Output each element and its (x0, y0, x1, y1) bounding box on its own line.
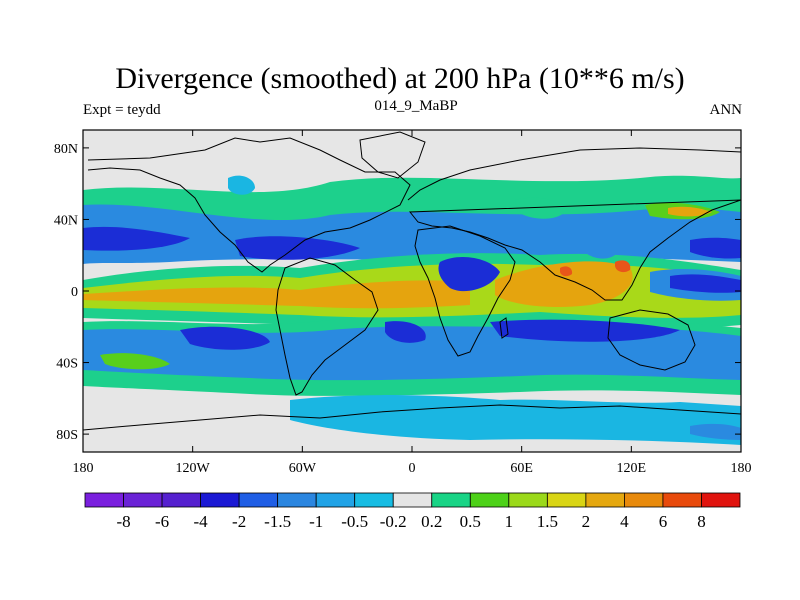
colorbar-label: -1 (309, 512, 323, 531)
field-spot-north-pacific-orange (668, 206, 712, 217)
colorbar-label: 8 (697, 512, 706, 531)
colorbar-label: -1.5 (264, 512, 291, 531)
colorbar-label: 1.5 (537, 512, 558, 531)
field-core-south-indian-darkblue (490, 319, 680, 342)
lat-tick-label: 80S (56, 428, 78, 443)
experiment-label: Expt = teydd (83, 102, 161, 118)
colorbar-swatch (392, 492, 433, 508)
field-band-subpolar-cyan (290, 395, 741, 445)
coast-africa (414, 225, 516, 357)
lat-tick-label: 0 (71, 285, 78, 300)
lat-tick-label: 40N (54, 213, 78, 228)
colorbar-swatch (585, 492, 625, 508)
field-core-south-pacific-darkblue (180, 326, 270, 350)
field-spot-east-asia-green (515, 197, 565, 219)
colorbar-label: 0.5 (460, 512, 481, 531)
field-spot-asia-blue (580, 236, 615, 259)
colorbar-swatch (200, 492, 240, 508)
field-spot-asia-red (560, 266, 573, 277)
colorbar-swatch (624, 492, 664, 508)
field-core-south-atlantic-darkblue (385, 321, 426, 343)
colorbar-swatch (508, 492, 548, 508)
colorbar-swatch (431, 492, 471, 508)
colorbar-label: 4 (620, 512, 629, 531)
colorbar-swatch (315, 492, 356, 508)
field-core-north-eastpacific (690, 237, 741, 259)
coast-south-america (275, 257, 379, 396)
coast-north-america (87, 137, 411, 273)
colorbar-swatch (354, 492, 394, 508)
colorbar-label: -6 (155, 512, 169, 531)
latitude-axis: 80N 40N 0 40S 80S (54, 142, 741, 443)
colorbar-swatch (123, 492, 163, 508)
lon-tick-label: 60E (510, 461, 533, 476)
field-spot-south-pacific-lime (100, 353, 170, 370)
coast-antarctica (83, 404, 741, 431)
lon-tick-label: 0 (409, 461, 416, 476)
lon-tick-label: 60W (289, 461, 317, 476)
coast-greenland (359, 131, 426, 179)
coast-madagascar (499, 317, 509, 339)
lon-tick-label: 180 (731, 461, 752, 476)
colorbar-label: -0.2 (380, 512, 407, 531)
colorbar-label: 1 (505, 512, 514, 531)
colorbar-swatch (238, 492, 279, 508)
colorbar-swatch (277, 492, 317, 508)
colorbar-label: -0.5 (341, 512, 368, 531)
season-label: ANN (709, 102, 743, 118)
colorbar-swatch (161, 492, 201, 508)
lat-tick-label: 40S (56, 357, 78, 372)
colorbar-label: -8 (116, 512, 130, 531)
coast-australia (607, 309, 696, 371)
field-core-north-america (235, 236, 360, 260)
coastlines (83, 131, 741, 431)
plot-title: Divergence (smoothed) at 200 hPa (10**6 … (115, 62, 685, 95)
period-label: 014_9_MaBP (374, 98, 458, 114)
colorbar-label: 6 (659, 512, 668, 531)
divergence-field (83, 130, 741, 452)
lon-tick-label: 120E (617, 461, 647, 476)
colorbar-label: 2 (582, 512, 591, 531)
longitude-axis: 180 120W 60W 0 60E 120E 180 (73, 130, 752, 476)
colorbar-swatch (701, 492, 741, 508)
colorbar-swatch (469, 492, 510, 508)
field-spot-arctic-cyan (228, 175, 255, 195)
field-spot-india-red (615, 260, 631, 273)
colorbar-swatch (662, 492, 702, 508)
field-core-atlantic-blue (438, 257, 500, 292)
colorbar-swatch (84, 492, 124, 508)
colorbar: -8 -6 -4 -2 -1.5 -1 -0.5 -0.2 0.2 0.5 1 1.5 2 4 6 8 (84, 492, 741, 531)
field-core-tropical-pacific-darkblue (670, 274, 741, 293)
field-core-africa-asia-orange (495, 261, 633, 307)
colorbar-label: -2 (232, 512, 246, 531)
colorbar-swatch (546, 492, 587, 508)
lon-tick-label: 180 (73, 461, 94, 476)
lat-tick-label: 80N (54, 142, 78, 157)
colorbar-label: -4 (194, 512, 209, 531)
field-core-north-pacific (83, 226, 190, 251)
colorbar-label: 0.2 (421, 512, 442, 531)
field-band-north-blue (83, 204, 741, 264)
field-band-tropics-orange (83, 280, 470, 309)
lon-tick-label: 120W (176, 461, 211, 476)
field-spot-antarctic-blue (690, 423, 741, 440)
